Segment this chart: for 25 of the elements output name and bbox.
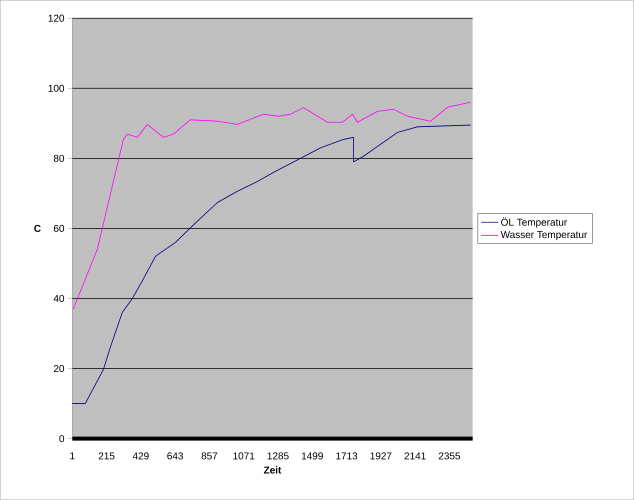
x-tick-label: 2141 xyxy=(404,452,426,460)
y-tick-label: 120 xyxy=(48,14,64,22)
x-tick-label: 2355 xyxy=(438,452,460,460)
y-tick-label: 20 xyxy=(54,365,64,372)
x-tick-label: 1713 xyxy=(336,452,358,460)
x-tick-label: 1927 xyxy=(370,452,392,460)
x-tick-label: 1071 xyxy=(233,452,254,460)
x-tick-label: 429 xyxy=(132,452,149,460)
legend-label: Wasser Temperatur xyxy=(500,231,588,240)
y-tick-label: 0 xyxy=(59,435,64,442)
y-tick-label: 60 xyxy=(54,224,64,232)
y-tick-label: 40 xyxy=(54,295,64,302)
line-series xyxy=(72,124,471,404)
legend-label: ÖL Temperatur xyxy=(501,217,568,228)
x-tick-label: 857 xyxy=(202,452,218,460)
x-axis-title: Zeit xyxy=(264,466,282,474)
y-tick-label: 100 xyxy=(48,84,64,92)
x-tick-label: 215 xyxy=(98,452,114,460)
x-tick-label: 1 xyxy=(70,452,75,460)
line-series xyxy=(72,102,471,310)
y-tick-label: 80 xyxy=(54,154,64,162)
x-tick-label: 1499 xyxy=(302,452,323,460)
x-tick-label: 1285 xyxy=(268,452,289,460)
x-tick-label: 643 xyxy=(167,452,184,460)
y-axis-title: C xyxy=(34,224,41,232)
